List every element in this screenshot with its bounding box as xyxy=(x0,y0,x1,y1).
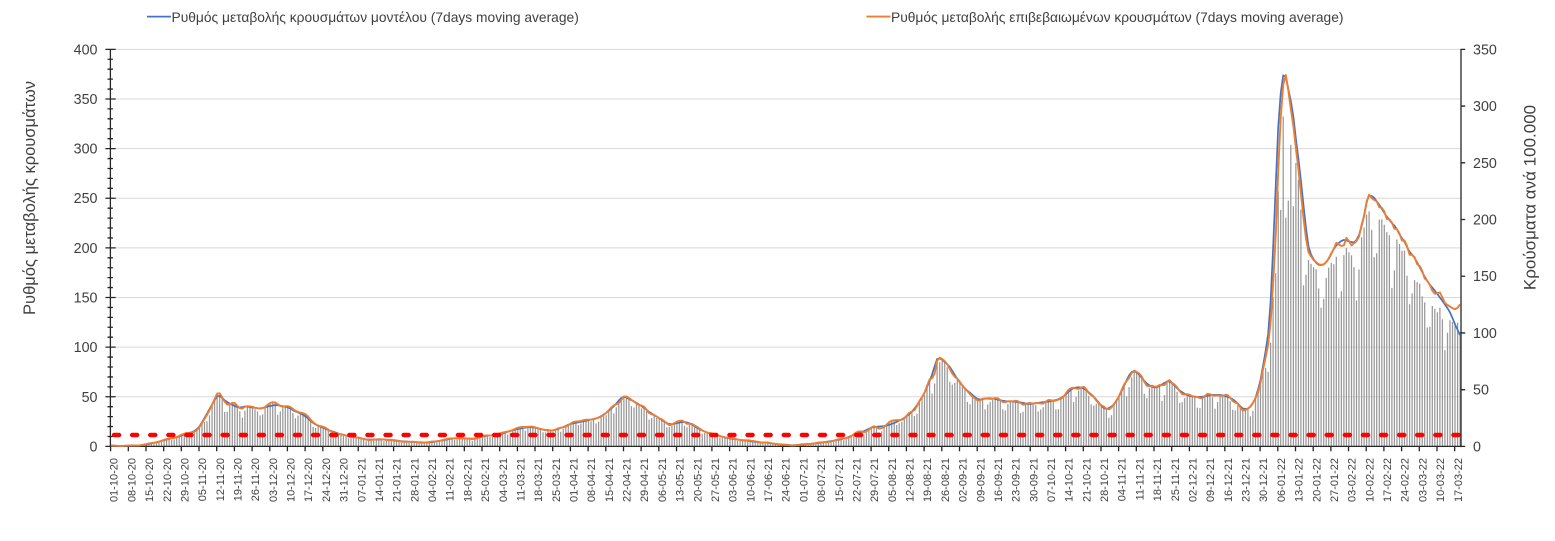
svg-text:01-07-21: 01-07-21 xyxy=(798,458,810,502)
svg-text:29-07-21: 29-07-21 xyxy=(869,458,881,502)
svg-text:21-01-21: 21-01-21 xyxy=(392,458,404,502)
svg-text:08-04-21: 08-04-21 xyxy=(586,458,598,502)
svg-text:28-10-21: 28-10-21 xyxy=(1099,458,1111,502)
svg-text:50: 50 xyxy=(1473,383,1489,399)
svg-text:23-09-21: 23-09-21 xyxy=(1011,458,1023,502)
svg-text:01-04-21: 01-04-21 xyxy=(569,458,581,502)
svg-text:08-10-20: 08-10-20 xyxy=(126,458,138,502)
svg-text:04-03-21: 04-03-21 xyxy=(498,458,510,502)
svg-text:09-09-21: 09-09-21 xyxy=(975,458,987,502)
svg-text:18-11-21: 18-11-21 xyxy=(1152,458,1164,501)
svg-text:31-12-20: 31-12-20 xyxy=(339,458,351,502)
svg-text:30-09-21: 30-09-21 xyxy=(1028,458,1040,502)
svg-text:03-02-22: 03-02-22 xyxy=(1347,458,1359,502)
svg-text:12-11-20: 12-11-20 xyxy=(215,458,227,501)
svg-text:200: 200 xyxy=(74,241,98,257)
svg-text:06-01-22: 06-01-22 xyxy=(1276,458,1288,502)
svg-text:50: 50 xyxy=(82,390,98,406)
svg-text:05-08-21: 05-08-21 xyxy=(887,458,899,502)
svg-text:08-07-21: 08-07-21 xyxy=(816,458,828,502)
svg-text:29-04-21: 29-04-21 xyxy=(639,458,651,502)
svg-text:23-12-21: 23-12-21 xyxy=(1241,458,1253,502)
svg-text:11-03-21: 11-03-21 xyxy=(516,458,528,501)
svg-text:10-12-20: 10-12-20 xyxy=(286,458,298,502)
svg-text:22-10-20: 22-10-20 xyxy=(162,458,174,502)
svg-text:0: 0 xyxy=(90,439,98,455)
svg-text:27-01-22: 27-01-22 xyxy=(1329,458,1341,502)
svg-text:16-09-21: 16-09-21 xyxy=(993,458,1005,502)
svg-text:150: 150 xyxy=(74,291,98,307)
svg-text:11-02-21: 11-02-21 xyxy=(445,458,457,501)
svg-text:20-05-21: 20-05-21 xyxy=(692,458,704,502)
svg-text:03-03-22: 03-03-22 xyxy=(1417,458,1429,502)
svg-text:05-11-20: 05-11-20 xyxy=(197,458,209,501)
svg-text:15-04-21: 15-04-21 xyxy=(604,458,616,502)
svg-text:07-10-21: 07-10-21 xyxy=(1046,458,1058,502)
svg-text:25-03-21: 25-03-21 xyxy=(551,458,563,502)
svg-text:24-06-21: 24-06-21 xyxy=(781,458,793,502)
svg-text:06-05-21: 06-05-21 xyxy=(657,458,669,502)
svg-text:25-11-21: 25-11-21 xyxy=(1170,458,1182,501)
svg-text:12-08-21: 12-08-21 xyxy=(905,458,917,502)
svg-text:16-12-21: 16-12-21 xyxy=(1223,458,1235,502)
svg-text:150: 150 xyxy=(1473,269,1497,285)
svg-text:18-03-21: 18-03-21 xyxy=(533,458,545,502)
svg-text:19-08-21: 19-08-21 xyxy=(922,458,934,502)
svg-text:100: 100 xyxy=(74,340,98,356)
svg-text:01-10-20: 01-10-20 xyxy=(109,458,121,502)
svg-text:03-12-20: 03-12-20 xyxy=(268,458,280,502)
svg-text:09-12-21: 09-12-21 xyxy=(1205,458,1217,502)
svg-text:Ρυθμός μεταβολής κρουσμάτων μο: Ρυθμός μεταβολής κρουσμάτων μοντέλου (7d… xyxy=(172,10,579,25)
svg-text:350: 350 xyxy=(74,92,98,108)
svg-text:250: 250 xyxy=(1473,156,1497,172)
svg-text:10-02-22: 10-02-22 xyxy=(1364,458,1376,502)
svg-text:17-03-22: 17-03-22 xyxy=(1453,458,1465,502)
svg-text:11-11-21: 11-11-21 xyxy=(1134,458,1146,500)
svg-text:27-05-21: 27-05-21 xyxy=(710,458,722,502)
svg-text:13-01-22: 13-01-22 xyxy=(1294,458,1306,502)
svg-text:28-01-21: 28-01-21 xyxy=(409,458,421,502)
svg-text:15-10-20: 15-10-20 xyxy=(144,458,156,502)
svg-text:300: 300 xyxy=(74,142,98,158)
svg-text:29-10-20: 29-10-20 xyxy=(179,458,191,502)
svg-text:14-01-21: 14-01-21 xyxy=(374,458,386,502)
svg-text:19-11-20: 19-11-20 xyxy=(233,458,245,501)
svg-text:24-02-22: 24-02-22 xyxy=(1400,458,1412,502)
svg-text:13-05-21: 13-05-21 xyxy=(675,458,687,502)
svg-text:26-11-20: 26-11-20 xyxy=(250,458,262,501)
svg-text:22-04-21: 22-04-21 xyxy=(622,458,634,502)
svg-text:Ρυθμός μεταβολής κρουσμάτων: Ρυθμός μεταβολής κρουσμάτων xyxy=(21,81,39,315)
svg-text:03-06-21: 03-06-21 xyxy=(728,458,740,502)
svg-text:100: 100 xyxy=(1473,326,1497,342)
svg-text:250: 250 xyxy=(74,191,98,207)
svg-text:25-02-21: 25-02-21 xyxy=(480,458,492,502)
svg-text:20-01-22: 20-01-22 xyxy=(1311,458,1323,502)
svg-text:10-06-21: 10-06-21 xyxy=(745,458,757,502)
svg-text:04-11-21: 04-11-21 xyxy=(1117,458,1129,501)
svg-text:17-06-21: 17-06-21 xyxy=(763,458,775,502)
svg-text:07-01-21: 07-01-21 xyxy=(356,458,368,502)
svg-text:200: 200 xyxy=(1473,213,1497,229)
svg-text:02-12-21: 02-12-21 xyxy=(1188,458,1200,502)
svg-text:02-09-21: 02-09-21 xyxy=(958,458,970,502)
svg-text:Κρούσματα ανά 100.000: Κρούσματα ανά 100.000 xyxy=(1521,105,1540,290)
svg-text:400: 400 xyxy=(74,42,98,58)
svg-text:26-08-21: 26-08-21 xyxy=(940,458,952,502)
svg-text:18-02-21: 18-02-21 xyxy=(462,458,474,502)
svg-text:300: 300 xyxy=(1473,99,1497,115)
svg-text:10-03-22: 10-03-22 xyxy=(1435,458,1447,502)
svg-text:24-12-20: 24-12-20 xyxy=(321,458,333,502)
svg-text:21-10-21: 21-10-21 xyxy=(1081,458,1093,502)
svg-text:Ρυθμός μεταβολής επιβεβαιωμένω: Ρυθμός μεταβολής επιβεβαιωμένων κρουσμάτ… xyxy=(891,10,1344,25)
svg-text:15-07-21: 15-07-21 xyxy=(834,458,846,502)
svg-text:30-12-21: 30-12-21 xyxy=(1258,458,1270,502)
svg-text:17-02-22: 17-02-22 xyxy=(1382,458,1394,502)
svg-text:14-10-21: 14-10-21 xyxy=(1064,458,1076,502)
svg-text:17-12-20: 17-12-20 xyxy=(303,458,315,502)
svg-text:04-02-21: 04-02-21 xyxy=(427,458,439,502)
svg-text:0: 0 xyxy=(1473,439,1481,455)
svg-text:350: 350 xyxy=(1473,42,1497,58)
svg-text:22-07-21: 22-07-21 xyxy=(852,458,864,502)
